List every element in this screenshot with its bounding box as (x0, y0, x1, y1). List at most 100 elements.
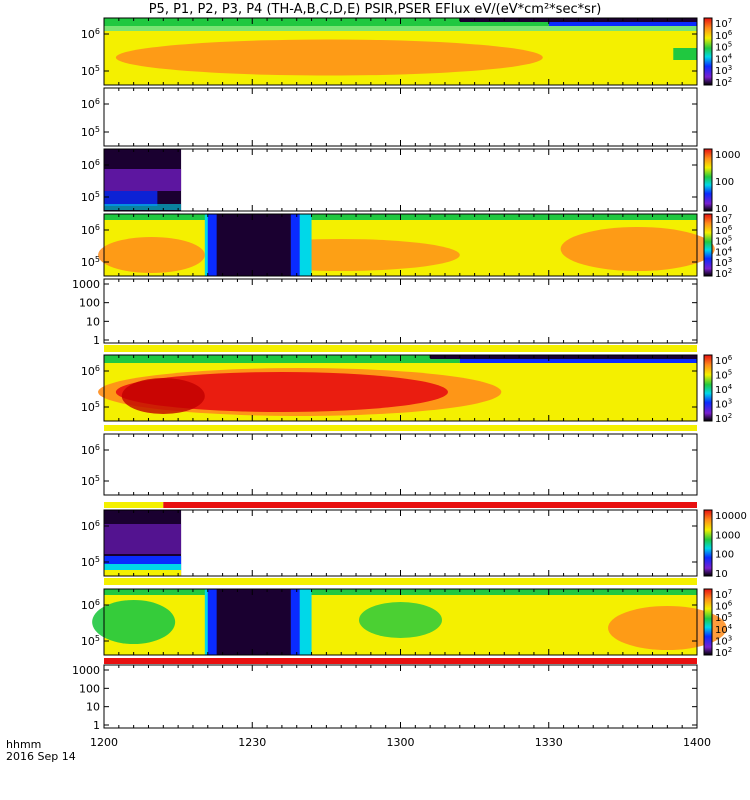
colorbar-tick-8-5: 102 (715, 646, 732, 659)
thc-ions-low2 (104, 564, 182, 570)
colorbar-tick-0-5: 102 (715, 76, 732, 89)
y-tick-label-2-1: 105 (81, 190, 100, 204)
time-axis-tick-4: 1400 (683, 736, 711, 749)
y-tick-label-9-0: 1000 (72, 664, 100, 677)
tha-elec-top-band (104, 18, 549, 26)
colorbar-tick-7-3: 10 (715, 569, 728, 580)
y-tick-label-0-0: 106 (81, 27, 100, 41)
thd-elec-gap-edge-r2 (299, 214, 312, 276)
time-axis-date: 2016 Sep 14 (6, 750, 76, 763)
thc-ions-bottom (104, 570, 182, 576)
chart-title: P5, P1, P2, P3, P4 (TH-A,B,C,D,E) PSIR,P… (148, 2, 602, 17)
thd-elec-core-right (560, 227, 715, 271)
y-tick-label-6-1: 105 (81, 474, 100, 488)
colorbar-tick-0-3: 104 (715, 52, 733, 65)
colorbar-tick-8-4: 103 (715, 634, 732, 647)
status-bar-2 (104, 425, 697, 431)
time-axis-tick-0: 1200 (90, 736, 118, 749)
colorbar-tick-3-2: 105 (715, 235, 732, 248)
y-tick-label-7-0: 106 (81, 519, 100, 533)
status-bar-1 (104, 345, 697, 352)
colorbar-3 (703, 213, 713, 277)
colorbar-tick-7-2: 100 (715, 550, 734, 561)
thd-ions-gap-edge-l2 (207, 589, 220, 655)
thc-ions-mid (104, 524, 182, 554)
panel-frame-4 (103, 278, 698, 344)
thc-ions-low (104, 556, 182, 564)
colorbar-tick-3-1: 106 (715, 224, 733, 237)
colorbar-tick-0-1: 106 (715, 29, 733, 42)
thc-elec-mid (104, 169, 182, 191)
y-tick-label-8-0: 106 (81, 598, 100, 612)
time-axis-tick-1: 1230 (238, 736, 266, 749)
thd-ions-green-mid (358, 602, 443, 638)
colorbar-tick-5-1: 105 (715, 369, 732, 382)
colorbar-tick-2-0: 1000 (715, 150, 740, 161)
tha-ions-top-band (104, 355, 460, 363)
y-tick-label-3-1: 105 (81, 255, 100, 269)
panel-frame-9 (103, 664, 698, 729)
colorbar-2 (703, 148, 713, 212)
colorbar-8 (703, 588, 713, 656)
thd-ions-gap-edge-r (290, 589, 303, 655)
colorbar-tick-3-4: 103 (715, 256, 732, 269)
y-tick-label-1-0: 106 (81, 97, 100, 111)
y-tick-label-2-0: 106 (81, 158, 100, 172)
thd-ions-gap (216, 589, 294, 655)
panel-frame-1 (103, 87, 698, 147)
y-tick-label-5-1: 105 (81, 400, 100, 414)
y-tick-label-8-1: 105 (81, 634, 100, 648)
thd-ions-gap-edge-r2 (299, 589, 312, 655)
thc-elec-low (104, 191, 158, 206)
y-tick-label-4-3: 1 (93, 334, 100, 347)
y-tick-label-4-1: 100 (79, 297, 100, 310)
panel-frame-6 (103, 433, 698, 496)
colorbar-tick-7-1: 1000 (715, 530, 740, 541)
panel-frame-7 (103, 509, 698, 577)
colorbar-tick-2-2: 10 (715, 204, 728, 215)
status-bar-5 (104, 658, 697, 664)
tha-ions-deep (121, 378, 205, 414)
colorbar-tick-5-2: 104 (715, 383, 733, 396)
colorbar-tick-0-0: 107 (715, 17, 732, 30)
colorbar-tick-5-3: 103 (715, 398, 732, 411)
time-axis-tick-2: 1300 (387, 736, 415, 749)
y-tick-label-4-0: 1000 (72, 278, 100, 291)
colorbar-tick-5-0: 106 (715, 354, 733, 367)
y-tick-label-5-0: 106 (81, 364, 100, 378)
thd-elec-gap-edge-r (290, 214, 303, 276)
y-tick-label-7-1: 105 (81, 555, 100, 569)
tha-elec-core (115, 39, 543, 76)
y-tick-label-0-1: 105 (81, 64, 100, 78)
time-axis-unit: hhmm (6, 738, 42, 751)
y-tick-label-6-0: 106 (81, 443, 100, 457)
colorbar-tick-5-4: 102 (715, 412, 732, 425)
colorbar-0 (703, 17, 713, 86)
colorbar-tick-0-2: 105 (715, 41, 732, 54)
y-tick-label-9-1: 100 (79, 682, 100, 695)
thc-elec-bottom (104, 204, 182, 210)
colorbar-7 (703, 509, 713, 577)
colorbar-tick-3-5: 102 (715, 267, 732, 280)
y-tick-label-9-3: 1 (93, 719, 100, 732)
colorbar-tick-8-2: 105 (715, 611, 732, 624)
colorbar-tick-3-3: 104 (715, 245, 733, 258)
colorbar-tick-0-4: 103 (715, 64, 732, 77)
colorbar-tick-8-3: 104 (715, 623, 733, 636)
status-bar-3b (163, 502, 698, 508)
thd-elec-gap (216, 214, 294, 276)
colorbar-tick-8-1: 106 (715, 600, 733, 613)
status-bar-3a (104, 502, 164, 508)
thd-ions-green-left (92, 600, 176, 644)
tha-elec-edge (673, 48, 697, 60)
time-axis-tick-3: 1330 (535, 736, 563, 749)
panel-frame-2 (103, 148, 698, 212)
thd-elec-gap-edge-l2 (207, 214, 220, 276)
thd-elec-core-left (98, 237, 205, 273)
colorbar-5 (703, 354, 713, 422)
colorbar-tick-8-0: 107 (715, 588, 732, 601)
y-tick-label-1-1: 105 (81, 125, 100, 139)
y-tick-label-3-0: 106 (81, 223, 100, 237)
colorbar-tick-7-0: 10000 (715, 511, 747, 522)
